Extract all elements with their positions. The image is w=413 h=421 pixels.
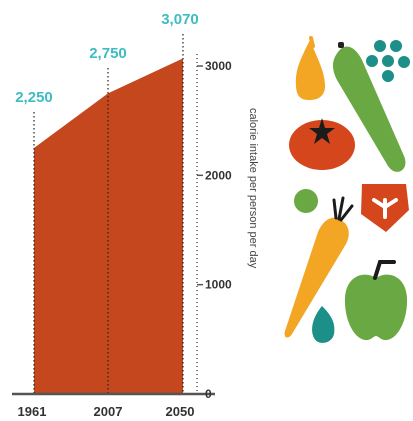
data-label-1961: 2,250 [15, 89, 53, 106]
data-label-2050: 3,070 [161, 11, 199, 28]
cucumber-icon [332, 42, 406, 172]
y-tick-label-0: 0 [205, 387, 212, 401]
y-tick-label-3000: 3000 [205, 59, 232, 73]
tomato-icon [289, 118, 355, 170]
avocado-icon [312, 306, 335, 343]
y-tick-label-1000: 1000 [205, 278, 232, 292]
plot-area: 2,250 2,750 3,070 0 1000 2000 3000 1961 2007 2050… [12, 11, 259, 419]
steak-icon [361, 184, 409, 232]
pea-icon [294, 189, 318, 213]
y-axis-title: calorie intake per person per day [247, 108, 259, 269]
food-illustrations [284, 36, 410, 343]
x-tick-label-2050: 2050 [166, 404, 195, 419]
y-tick-label-2000: 2000 [205, 168, 232, 182]
apple-icon [344, 260, 408, 341]
x-tick-label-2007: 2007 [94, 404, 123, 419]
data-label-2007: 2,750 [89, 45, 127, 62]
area-series [34, 58, 183, 394]
pear-icon [295, 36, 326, 100]
carrot-icon [284, 196, 354, 338]
grapes-icon [366, 40, 410, 82]
x-tick-label-1961: 1961 [18, 404, 47, 419]
